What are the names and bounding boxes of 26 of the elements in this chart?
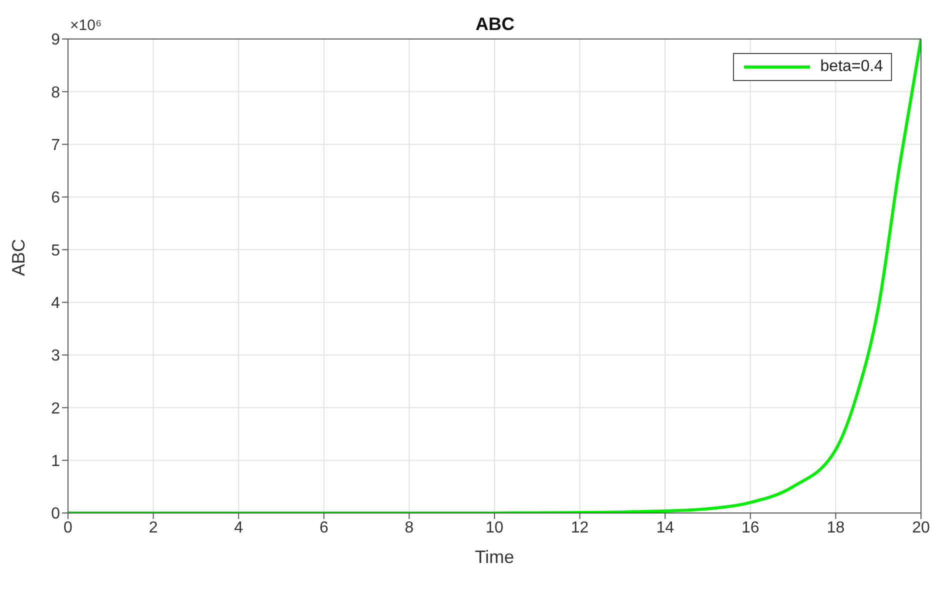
x-tick-label: 18 — [826, 519, 845, 536]
y-axis-title: ABC — [8, 238, 28, 276]
y-tick-label: 8 — [51, 84, 60, 102]
x-tick-label: 16 — [742, 519, 760, 536]
x-tick-label: 0 — [64, 519, 73, 536]
x-tick-label: 4 — [234, 519, 244, 536]
x-tick-label: 10 — [486, 519, 504, 536]
x-tick-label: 14 — [656, 519, 674, 536]
x-tick-label: 6 — [319, 519, 328, 536]
x-axis-title: Time — [474, 547, 514, 567]
y-tick-label: 9 — [51, 32, 60, 49]
y-tick-label: 5 — [51, 242, 60, 260]
x-tick-label: 2 — [148, 519, 158, 536]
text: ×10⁶ — [70, 17, 102, 34]
y-tick-label: 0 — [51, 506, 60, 523]
legend-label: beta=0.4 — [820, 58, 883, 76]
x-tick-label: 12 — [570, 519, 589, 536]
y-tick-label: 2 — [51, 400, 60, 418]
x-tick-label: 8 — [404, 519, 414, 536]
x-tick-label: 20 — [912, 519, 930, 536]
y-tick-label: 1 — [51, 453, 60, 470]
y-tick-label: 6 — [51, 190, 60, 207]
y-tick-label: 4 — [51, 295, 60, 312]
y-tick-label: 3 — [51, 348, 60, 365]
y-tick-label: 7 — [51, 137, 60, 154]
chart-title: ABC — [476, 14, 514, 34]
